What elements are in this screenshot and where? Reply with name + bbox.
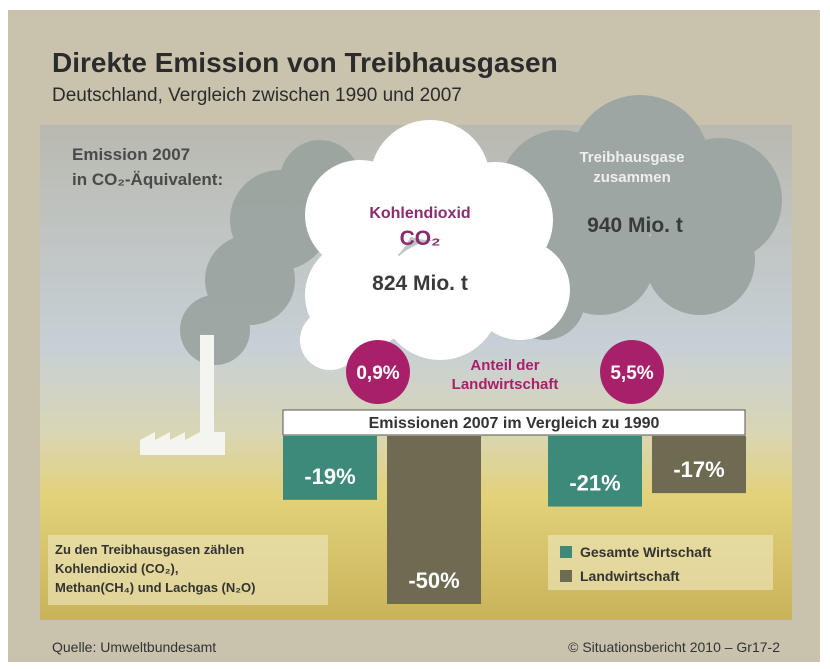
value-label: -21% bbox=[569, 471, 620, 496]
total-name: Treibhausgase bbox=[579, 149, 684, 166]
legend-swatch bbox=[560, 546, 572, 558]
total-amount: 940 Mio. t bbox=[587, 214, 683, 237]
source: Quelle: Umweltbundesamt bbox=[52, 639, 216, 655]
note-box bbox=[48, 535, 328, 605]
total-name: zusammen bbox=[593, 169, 671, 186]
co2-formula: CO₂ bbox=[400, 227, 441, 250]
share-co2: 0,9% bbox=[356, 363, 399, 384]
note: Zu den Treibhausgasen zählen bbox=[55, 542, 244, 557]
smoke bbox=[180, 140, 360, 365]
share-label: Landwirtschaft bbox=[452, 376, 559, 393]
share-label: Anteil der bbox=[470, 357, 539, 374]
bar bbox=[283, 436, 377, 500]
title: Direkte Emission von Treibhausgasen bbox=[52, 47, 558, 78]
co2-amount: 824 Mio. t bbox=[372, 272, 468, 295]
emission-heading: in CO₂-Äquivalent: bbox=[72, 170, 223, 189]
co2-name: Kohlendioxid bbox=[369, 205, 470, 222]
legend-box bbox=[548, 535, 773, 590]
note: Methan(CH₄) und Lachgas (N₂O) bbox=[55, 580, 255, 595]
value-label: -17% bbox=[673, 457, 724, 482]
share-circle bbox=[346, 340, 410, 404]
share-circle bbox=[600, 340, 664, 404]
bar bbox=[387, 436, 481, 604]
legend-label: Landwirtschaft bbox=[580, 568, 680, 584]
copyright: © Situationsbericht 2010 – Gr17-2 bbox=[568, 639, 780, 655]
legend-swatch bbox=[560, 570, 572, 582]
legend-label: Gesamte Wirtschaft bbox=[580, 544, 712, 560]
bar bbox=[548, 436, 642, 507]
bar bbox=[652, 436, 746, 494]
emission-heading: Emission 2007 bbox=[72, 145, 190, 164]
note: Kohlendioxid (CO₂), bbox=[55, 561, 179, 576]
share-total: 5,5% bbox=[610, 363, 653, 384]
comparison-band bbox=[282, 409, 746, 436]
value-label: -19% bbox=[304, 464, 355, 489]
subtitle: Deutschland, Vergleich zwischen 1990 und… bbox=[52, 85, 462, 106]
co2-cloud bbox=[300, 120, 570, 370]
factory bbox=[140, 335, 225, 455]
value-label: -50% bbox=[408, 568, 459, 593]
band-label: Emissionen 2007 im Vergleich zu 1990 bbox=[369, 415, 660, 432]
